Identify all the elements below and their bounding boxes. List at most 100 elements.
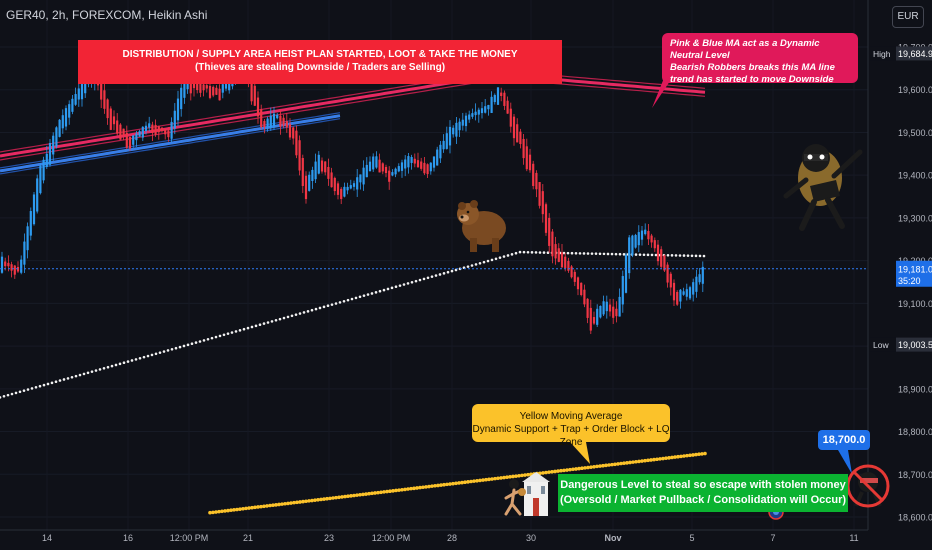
time-axis[interactable]: 14 16 12:00 PM 21 23 12:00 PM 28 30 Nov 5 7 11 [0,529,868,543]
price-tick-label: 18,700.0 [898,470,932,480]
candle-body [52,135,55,155]
candle-body [368,161,372,172]
yellow-ma-dot [556,469,560,473]
candle-body [413,158,416,164]
candle-body [500,92,503,96]
yellow-ma-dot [355,493,359,497]
yellow-ma-dot [325,496,329,501]
white-ma-dot [38,384,42,388]
price-tick-label: 19,300.0 [898,213,932,223]
candle-body [260,109,263,128]
yellow-ma-dot [541,471,545,475]
yellow-ma-dot [427,484,431,489]
yellow-ma-dot [235,507,239,512]
yellow-ma-dot [256,505,260,509]
white-ma-dot [526,250,530,254]
yellow-ma-dot [364,492,368,496]
white-ma-dot [30,387,34,390]
white-ma-dot [378,289,382,293]
yellow-ma-dot [643,458,647,463]
yellow-ma-dot [658,457,662,461]
yellow-ma-dot [229,508,233,513]
white-ma-dot [474,263,478,266]
candle-body [407,156,410,168]
yellow-ma-dot [646,458,650,463]
yellow-ma-dot [703,451,707,456]
symbol-title[interactable]: GER40, 2h, FOREXCOM, Heikin Ashi [6,8,208,22]
yellow-ma-dot [469,479,473,484]
white-ma-dot [66,377,70,380]
yellow-ma-dot [691,453,695,457]
white-ma-dot [154,352,158,356]
yellow-ma-dot [421,485,425,490]
white-ma-dot [254,324,258,328]
white-ma-dot [598,252,602,256]
price-tick-label: 18,900.0 [898,384,932,394]
yellow-ma-dot [430,484,434,488]
candle-body [221,84,224,93]
white-ma-dot [406,282,410,285]
yellow-ma-dot [484,477,488,482]
candle-body [586,298,589,318]
candle-body [519,131,522,145]
candle-body [180,87,183,110]
white-ma-dot [574,251,578,255]
time-tick-label: 7 [770,533,775,543]
candle-body [410,156,413,163]
candle-body [29,211,32,236]
candle-body [170,121,173,139]
candle-body [218,88,221,101]
yellow-ma-dot [496,476,500,481]
white-ma-dot [70,375,74,379]
white-ma-dot [62,378,66,381]
target-price-tag: 18,700.0 [818,430,870,450]
yellow-ma-dot [649,458,653,462]
white-ma-dot [510,253,514,256]
white-ma-dot [146,354,150,358]
yellow-ma-dot [613,462,617,467]
candle-body [548,217,551,246]
candle-body [148,123,151,128]
yellow-ma-dot [685,453,689,458]
candle-body [554,244,557,259]
candle-body [496,87,500,105]
candle-body [352,183,356,187]
yellow-ma-dot [700,452,704,456]
yellow-ma-dot [682,454,686,458]
white-ma-dot [594,252,598,256]
white-ma-dot [294,313,298,316]
yellow-ma-dot [259,504,263,509]
yellow-ma-dot [565,468,569,472]
white-ma-dot [690,254,694,258]
white-ma-dot [618,252,622,256]
yellow-ma-dot [481,478,485,482]
candle-body [503,92,506,106]
white-ma-dot [150,353,154,357]
white-ma-dot [298,312,302,315]
yellow-ma-dot [409,486,413,491]
yellow-ma-dot [583,466,587,470]
white-ma-dot [274,318,278,322]
white-ma-dot [606,252,610,256]
currency-selector[interactable]: EUR [892,6,924,28]
yellow-ma-dot [622,461,626,465]
candle-body [192,82,196,89]
white-ma-dot [390,286,394,290]
yellow-ma-dot [664,456,668,460]
yellow-ma-dot [550,470,554,474]
candle-body [429,162,432,172]
candle-body [224,81,228,89]
white-ma-dot [346,298,350,302]
white-ma-dot [686,254,690,257]
candle-body [36,178,39,212]
yellow-ma-dot [394,488,398,493]
yellow-ma-dot [634,459,638,464]
yellow-ma-dot [547,470,551,474]
yellow-ma-dot [451,481,455,486]
candle-body [653,240,656,249]
yellow-ma-dot [526,472,530,477]
yellow-ma-dot [340,495,344,499]
white-ma-dot [118,362,122,366]
candle-body [55,127,58,147]
white-ma-dot [42,383,46,387]
